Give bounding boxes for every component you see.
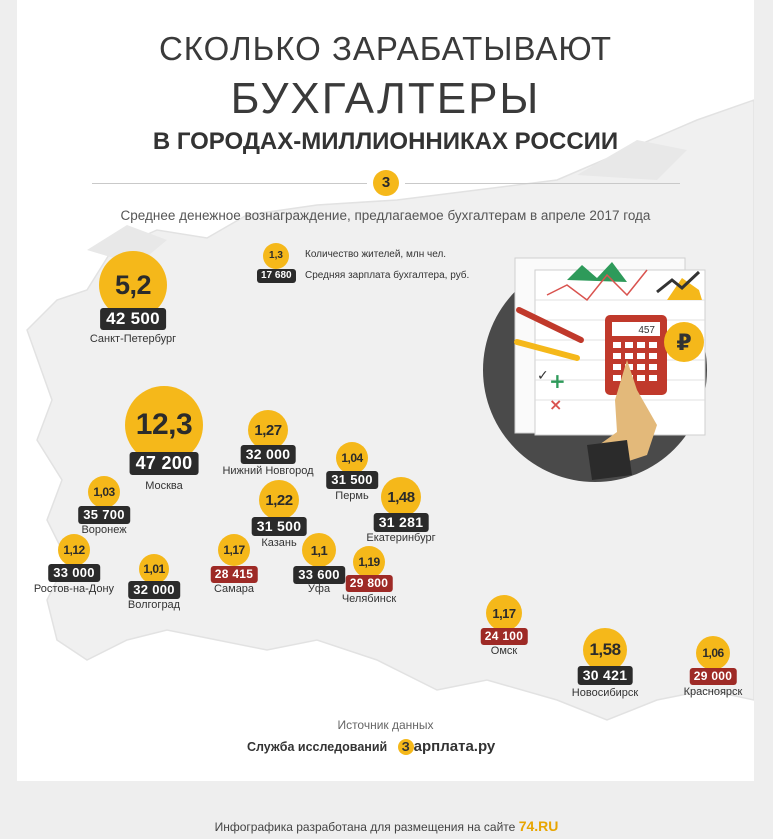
city-salary-box: 33 600 [293, 566, 345, 584]
city-population-circle: 12,3 [125, 386, 203, 464]
plus-icon: + [549, 369, 566, 393]
ruble-icon: ₽ [676, 331, 691, 356]
title-line-1: СКОЛЬКО ЗАРАБАТЫВАЮТ [158, 30, 613, 67]
city-population-circle: 1,17 [218, 534, 250, 566]
accountant-illustration: 457 ₽ + × ✓ [483, 257, 707, 482]
city-salary-box: 32 000 [240, 445, 296, 464]
source-label: Источник данных [337, 718, 434, 732]
74ru-logo[interactable]: 74.RU [519, 818, 559, 834]
cross-icon: × [549, 395, 562, 414]
city-population-circle: 1,1 [302, 533, 336, 567]
subtitle: Среднее денежное вознаграждение, предлаг… [120, 208, 651, 223]
city-name: Самара [213, 583, 255, 595]
city-population-circle: 1,04 [336, 442, 368, 474]
legend-population-label: Количество жителей, млн чел. [305, 249, 447, 260]
city-population-circle: 1,19 [353, 546, 385, 578]
city-name: Нижний Новгород [222, 465, 314, 477]
city-name: Красноярск [683, 686, 743, 698]
city-population-circle: 1,22 [259, 480, 299, 520]
city-population-circle: 5,2 [99, 251, 167, 319]
city-population-circle: 1,48 [381, 477, 421, 517]
city-population-circle: 1,01 [139, 554, 169, 584]
city-name: Казань [261, 537, 297, 549]
zarplata-logo-text: арплата.ру [413, 738, 496, 756]
city-salary-box: 30 421 [577, 666, 633, 685]
title-line-3: В ГОРОДАХ-МИЛЛИОННИКАХ РОССИИ [152, 128, 619, 155]
city-population-circle: 1,58 [583, 628, 627, 672]
footer: Инфографика разработана для размещения н… [0, 818, 773, 834]
zarplata-logo-letter: З [397, 739, 414, 756]
footer-text: Инфографика разработана для размещения н… [214, 820, 516, 834]
city-population-circle: 1,27 [248, 410, 288, 450]
city-salary-box: 24 100 [480, 628, 528, 645]
city-name: Ростов-на-Дону [33, 583, 115, 595]
city-name: Екатеринбург [366, 532, 436, 544]
legend-population-circle: 1,3 [263, 243, 289, 269]
city-salary-box: 42 500 [100, 308, 166, 330]
calculator-display: 457 [638, 325, 655, 336]
city-salary-box: 29 000 [689, 668, 737, 685]
title-line-2: БУХГАЛТЕРЫ [230, 74, 541, 123]
city-name: Уфа [307, 583, 331, 595]
city-name: Новосибирск [571, 687, 639, 699]
city-population-circle: 1,17 [486, 595, 522, 631]
city-population-circle: 1,06 [696, 636, 730, 670]
city-name: Пермь [335, 490, 369, 502]
city-salary-box: 28 415 [210, 566, 258, 583]
source-name: Служба исследований [247, 739, 388, 754]
legend-salary-box: 17 680 [257, 269, 296, 283]
city-salary-box: 35 700 [78, 506, 130, 524]
city-salary-box: 33 000 [48, 564, 100, 582]
issue-number-badge: 3 [373, 170, 399, 196]
city-salary-box: 31 281 [373, 513, 429, 532]
74ru-logo-number: 74 [518, 818, 535, 834]
divider-right [405, 183, 680, 184]
city-salary-box: 47 200 [129, 452, 199, 475]
infographic-card: СКОЛЬКО ЗАРАБАТЫВАЮТ БУХГАЛТЕРЫ В ГОРОДА… [17, 0, 754, 781]
city-name: Челябинск [341, 593, 397, 605]
city-name: Омск [490, 645, 518, 657]
city-salary-box: 32 000 [128, 581, 180, 599]
city-salary-box: 29 800 [345, 575, 393, 592]
city-population-circle: 1,03 [88, 476, 120, 508]
city-name: Москва [145, 480, 183, 492]
legend-salary-label: Средняя зарплата бухгалтера, руб. [305, 270, 470, 281]
city-population-circle: 1,12 [58, 534, 90, 566]
74ru-logo-domain: .RU [534, 818, 559, 834]
city-name: Санкт-Петербург [89, 333, 177, 345]
divider-left [92, 183, 367, 184]
city-salary-box: 31 500 [251, 517, 307, 536]
city-salary-box: 31 500 [326, 471, 378, 489]
check-icon: ✓ [537, 368, 549, 384]
city-name: Волгоград [127, 599, 181, 611]
city-name: Воронеж [81, 524, 127, 536]
russia-map-background [26, 99, 754, 721]
